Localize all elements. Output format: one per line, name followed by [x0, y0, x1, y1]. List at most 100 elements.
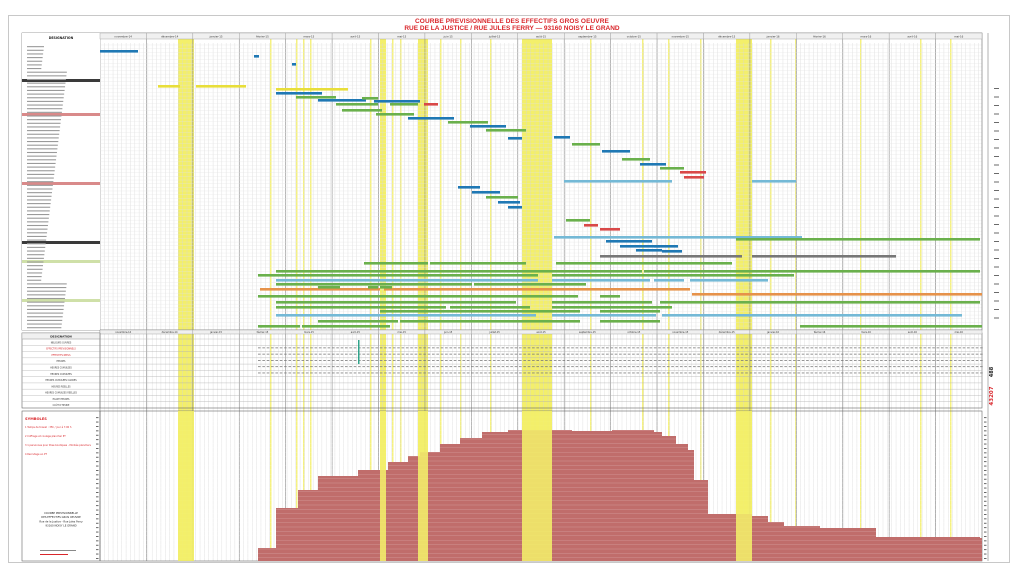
designation-text-line — [27, 224, 48, 227]
summary-cell-value — [780, 360, 783, 361]
summary-cell-value — [501, 347, 505, 349]
summary-cell-value — [980, 347, 983, 349]
summary-cell-value — [919, 372, 922, 374]
summary-cell-value — [475, 366, 479, 368]
histogram-tick — [96, 483, 99, 485]
summary-cell-value — [558, 372, 561, 374]
summary-cell-value — [897, 353, 901, 355]
designation-text-line — [27, 177, 54, 179]
summary-cell-value — [371, 372, 374, 374]
summary-cell-value — [484, 372, 487, 374]
summary-cell-value — [366, 360, 370, 361]
summary-cell-value — [862, 372, 866, 374]
summary-cell-value — [405, 366, 409, 368]
summary-cell-value — [327, 372, 331, 374]
summary-cell-value — [345, 360, 348, 361]
summary-cell-value — [488, 366, 492, 368]
summary-cell-value — [553, 366, 557, 368]
summary-cell-value — [427, 360, 431, 361]
section-header-row — [22, 299, 100, 302]
summary-cell-value — [523, 360, 526, 361]
summary-cell-value — [392, 347, 396, 349]
summary-cell-value — [592, 347, 596, 349]
summary-cell-value — [893, 372, 896, 374]
summary-cell-value — [840, 366, 844, 368]
summary-cell-value — [601, 360, 605, 361]
summary-cell-value — [706, 366, 709, 368]
summary-cell-value — [310, 360, 313, 361]
summary-cell-value — [301, 353, 305, 355]
summary-cell-value — [427, 347, 431, 349]
summary-cell-value — [775, 347, 779, 349]
summary-cell-value — [823, 372, 827, 374]
legend-item: 3 1 personnes pour Pose boutiques - Mont… — [25, 444, 92, 447]
summary-cell-value — [758, 347, 761, 349]
summary-cell-value — [349, 353, 352, 355]
summary-cell-value — [962, 353, 966, 355]
summary-cell-value — [823, 353, 827, 355]
right-row-value — [994, 88, 999, 89]
summary-cell-value — [645, 353, 648, 355]
summary-cell-value — [623, 347, 626, 349]
gantt-bar — [380, 310, 580, 313]
summary-cell-value — [971, 347, 974, 349]
summary-cell-value — [305, 347, 309, 349]
histogram-tick — [96, 434, 99, 436]
summary-cell-value — [923, 360, 927, 361]
summary-cell-value — [788, 366, 792, 368]
summary-cell-value — [606, 360, 609, 361]
histogram-tick-right — [984, 417, 987, 419]
right-totals-column: 488 43207 — [987, 33, 999, 561]
gantt-bar — [458, 186, 480, 189]
summary-cell-value — [301, 372, 305, 374]
month-cell — [935, 32, 983, 40]
right-row-value — [994, 300, 999, 302]
summary-cell-value — [292, 372, 296, 374]
summary-cell-value — [693, 347, 696, 349]
summary-cell-value — [684, 372, 687, 374]
histogram-area — [258, 430, 982, 561]
designation-text-line — [27, 308, 64, 310]
summary-cell-value — [753, 366, 757, 368]
summary-cell-value — [980, 353, 983, 355]
summary-cell-value — [597, 366, 600, 368]
summary-cell-value — [610, 366, 613, 368]
summary-cell-value — [927, 347, 931, 349]
summary-cell-value — [958, 347, 961, 349]
histogram-tick-right — [984, 492, 987, 493]
summary-cell-value — [910, 366, 914, 368]
summary-cell-value — [397, 347, 400, 349]
summary-cell-value — [462, 347, 466, 349]
histogram-tick — [96, 461, 99, 463]
summary-cell-value — [653, 347, 657, 349]
summary-cell-value — [545, 353, 548, 355]
designation-text-line — [27, 49, 44, 51]
gantt-bar — [622, 158, 650, 161]
summary-cell-value — [510, 347, 513, 349]
summary-cell-value — [458, 372, 461, 374]
histogram-tick-right — [984, 456, 987, 458]
summary-cell-value — [610, 372, 613, 374]
summary-cell-value — [719, 372, 722, 374]
designation-text-line — [27, 316, 63, 318]
designation-text-line — [27, 53, 44, 55]
summary-cell-value — [910, 353, 914, 355]
summary-cell-value — [505, 360, 509, 361]
summary-cell-value — [584, 353, 587, 355]
summary-cell-value — [353, 360, 357, 361]
designation-text-line — [27, 122, 61, 124]
summary-cell-value — [392, 372, 396, 374]
histogram-tick-right — [984, 452, 987, 454]
summary-cell-value — [410, 353, 413, 355]
summary-cell-value — [954, 353, 957, 355]
summary-cell-value — [371, 360, 374, 361]
month-label-bottom: novembre-14 — [115, 331, 131, 334]
summary-cell-value — [349, 372, 352, 374]
histogram-tick — [96, 558, 99, 559]
histogram-tick-right — [984, 470, 987, 471]
summary-cell-value — [310, 347, 313, 349]
histogram-tick — [96, 470, 99, 471]
right-row-value — [994, 198, 999, 200]
summary-cell-value — [788, 347, 792, 349]
